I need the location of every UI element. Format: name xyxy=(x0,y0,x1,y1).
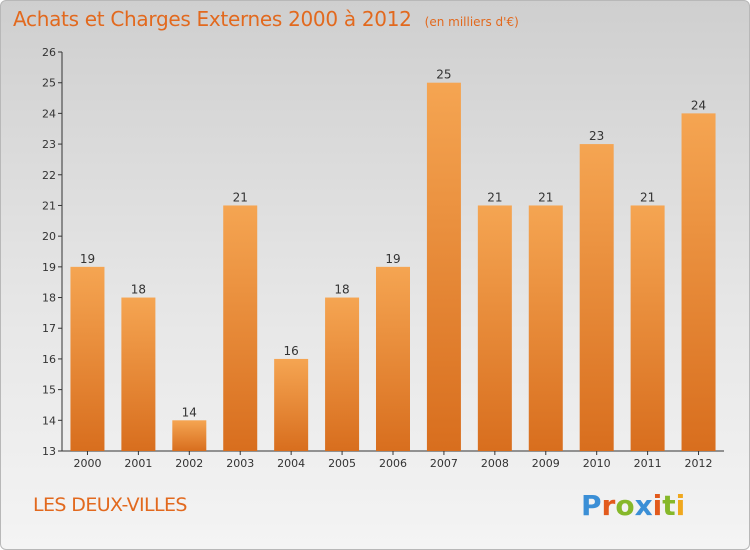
y-tick-label: 24 xyxy=(42,107,56,120)
bar xyxy=(426,82,461,451)
data-label: 14 xyxy=(182,405,197,419)
bar xyxy=(274,358,309,451)
bar xyxy=(681,113,716,451)
x-tick-label: 2004 xyxy=(277,457,305,470)
x-tick-label: 2008 xyxy=(481,457,509,470)
logo-letter: i xyxy=(652,489,663,522)
y-tick-label: 26 xyxy=(42,46,56,59)
y-tick-label: 22 xyxy=(42,169,56,182)
y-tick-label: 18 xyxy=(42,292,56,305)
data-label: 21 xyxy=(233,190,248,204)
bar xyxy=(630,205,665,451)
chart-title: Achats et Charges Externes 2000 à 2012 xyxy=(13,7,412,31)
bar xyxy=(579,144,614,452)
x-tick-label: 2006 xyxy=(379,457,407,470)
chart-subtitle: (en milliers d'€) xyxy=(424,15,519,29)
y-tick-label: 23 xyxy=(42,138,56,151)
bar xyxy=(376,266,410,451)
bar xyxy=(477,205,512,451)
y-tick-label: 25 xyxy=(42,77,56,90)
x-tick-label: 2009 xyxy=(532,457,560,470)
bar xyxy=(325,297,360,451)
bar xyxy=(528,205,563,451)
x-tick-label: 2007 xyxy=(430,457,458,470)
y-tick-label: 14 xyxy=(42,414,56,427)
x-tick-label: 2001 xyxy=(124,457,152,470)
data-label: 21 xyxy=(487,190,502,204)
y-tick-label: 21 xyxy=(42,199,56,212)
data-label: 18 xyxy=(334,283,349,297)
data-label: 16 xyxy=(284,344,299,358)
logo-letter: P xyxy=(581,489,602,522)
x-tick-label: 2000 xyxy=(73,457,101,470)
y-tick-label: 17 xyxy=(42,322,56,335)
logo-letter: r xyxy=(601,489,616,522)
y-tick-label: 15 xyxy=(42,384,56,397)
x-tick-label: 2011 xyxy=(634,457,662,470)
data-label: 21 xyxy=(538,190,553,204)
logo-letter: o xyxy=(615,489,635,522)
logo-letter: x xyxy=(634,489,653,522)
y-tick-label: 16 xyxy=(42,353,56,366)
y-tick-label: 13 xyxy=(42,445,56,458)
x-tick-label: 2002 xyxy=(175,457,203,470)
data-label: 24 xyxy=(691,98,706,112)
y-tick-label: 19 xyxy=(42,261,56,274)
bar xyxy=(70,266,105,451)
x-tick-label: 2012 xyxy=(685,457,713,470)
logo-letter: i xyxy=(675,489,686,522)
bar xyxy=(172,420,207,451)
data-label: 18 xyxy=(131,283,146,297)
bar xyxy=(223,205,258,451)
title-row: Achats et Charges Externes 2000 à 2012 (… xyxy=(13,7,519,31)
y-tick-label: 20 xyxy=(42,230,56,243)
data-label: 21 xyxy=(640,190,655,204)
data-label: 19 xyxy=(80,252,95,266)
logo-letter: t xyxy=(662,489,676,522)
proxiti-logo[interactable]: Proxiti xyxy=(581,489,685,522)
data-label: 23 xyxy=(589,129,604,143)
bar xyxy=(121,297,156,451)
x-tick-label: 2005 xyxy=(328,457,356,470)
x-tick-label: 2010 xyxy=(583,457,611,470)
data-label: 25 xyxy=(436,68,451,82)
data-label: 19 xyxy=(385,252,400,266)
town-name: LES DEUX-VILLES xyxy=(33,494,187,516)
x-tick-label: 2003 xyxy=(226,457,254,470)
